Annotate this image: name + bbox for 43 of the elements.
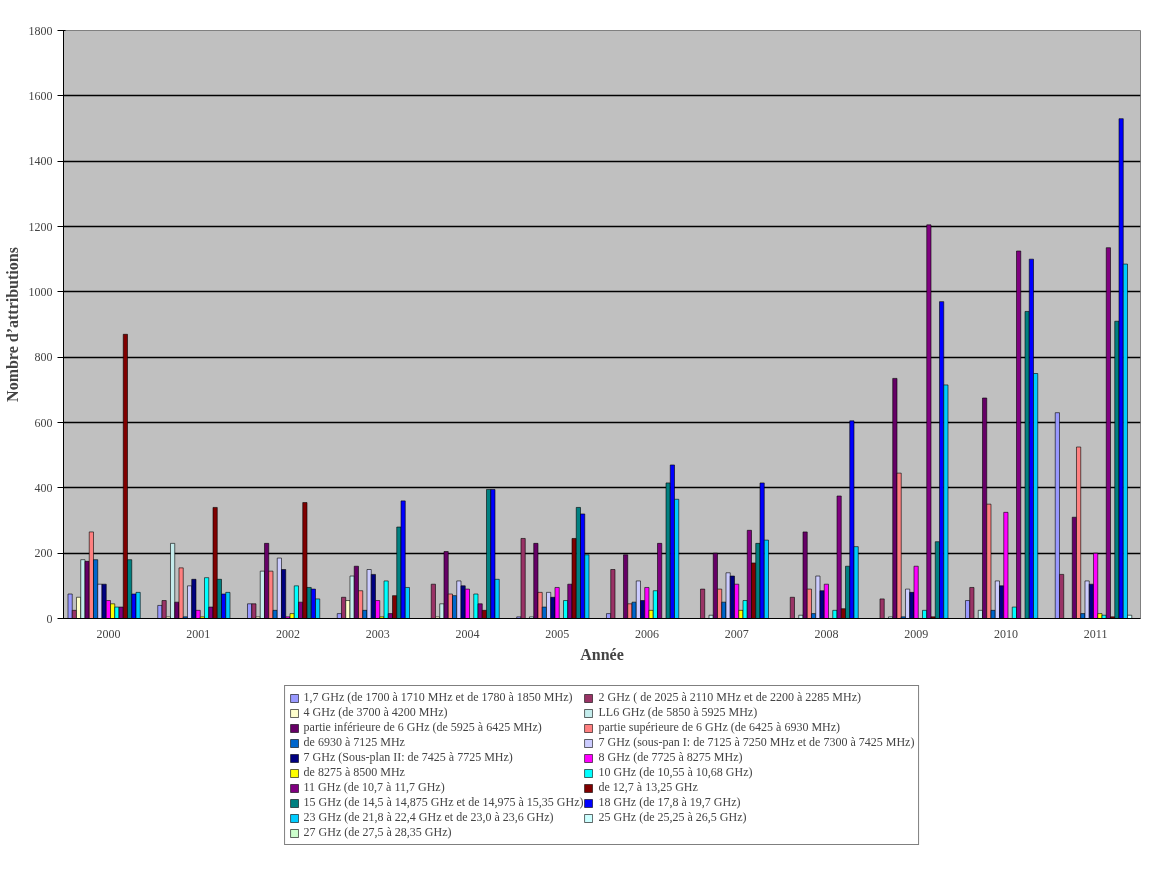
y-tick-label: 1200 (28, 219, 53, 234)
y-tick-label: 600 (34, 415, 53, 430)
x-axis-title: Année (580, 645, 624, 663)
y-tick-label: 1600 (28, 88, 53, 103)
x-tick-label: 2005 (545, 626, 570, 641)
legend-label: 8 GHz (de 7725 à 8275 MHz) (598, 750, 743, 765)
legend-label: 7 GHz (sous-pan I: de 7125 à 7250 MHz et de 7300 à 7425 MHz) (598, 735, 915, 750)
y-tick-label: 1800 (28, 23, 53, 38)
legend-label: 15 GHz (de 14,5 à 14,875 GHz et de 14,975 à 15,35 GHz) (303, 795, 584, 810)
x-tick-label: 2006 (634, 626, 659, 641)
x-tick-label: 2007 (724, 626, 749, 641)
legend-label: 7 GHz (Sous-plan II: de 7425 à 7725 MHz) (303, 750, 513, 765)
legend-label: 23 GHz (de 21,8 à 22,4 GHz et de 23,0 à 23,6 GHz) (303, 810, 554, 825)
x-tick-label: 2008 (814, 626, 839, 641)
legend-label: 25 GHz (de 25,25 à 26,5 GHz) (598, 810, 747, 825)
legend-label: partie inférieure de 6 GHz (de 5925 à 6425 MHz) (303, 720, 542, 735)
x-tick-label: 2000 (96, 626, 121, 641)
legend-label: 2 GHz ( de 2025 à 2110 MHz et de 2200 à 2285 MHz) (598, 690, 861, 705)
y-tick-label: 800 (34, 350, 53, 365)
legend-label: 10 GHz (de 10,55 à 10,68 GHz) (598, 765, 753, 780)
x-tick-label: 2001 (186, 626, 211, 641)
y-tick-label: 200 (34, 546, 53, 561)
legend-label: LL6 GHz (de 5850 à 5925 MHz) (598, 705, 758, 720)
legend-label: de 12,7 à 13,25 GHz (598, 780, 698, 795)
legend-label: 27 GHz (de 27,5 à 28,35 GHz) (303, 825, 452, 840)
legend-label: partie supérieure de 6 GHz (de 6425 à 6930 MHz) (598, 720, 841, 735)
legend-label: 1,7 GHz (de 1700 à 1710 MHz et de 1780 à 1850 MHz) (303, 690, 573, 705)
x-tick-label: 2009 (904, 626, 929, 641)
legend-label: de 6930 à 7125 MHz (303, 735, 405, 750)
y-tick-label: 1400 (28, 154, 53, 169)
y-axis-title: Nombre d’attributions (3, 247, 21, 402)
y-tick-label: 0 (46, 611, 53, 626)
x-tick-label: 2003 (365, 626, 390, 641)
legend-label: 18 GHz (de 17,8 à 19,7 GHz) (598, 795, 741, 810)
x-tick-label: 2002 (275, 626, 300, 641)
y-tick-label: 1000 (28, 284, 53, 299)
y-tick-label: 400 (34, 480, 53, 495)
x-tick-label: 2004 (455, 626, 480, 641)
legend-label: 11 GHz (de 10,7 à 11,7 GHz) (303, 780, 445, 795)
x-tick-label: 2011 (1083, 626, 1108, 641)
x-tick-label: 2010 (993, 626, 1018, 641)
legend-label: 4 GHz (de 3700 à 4200 MHz) (303, 705, 448, 720)
legend-label: de 8275 à 8500 MHz (303, 765, 405, 780)
